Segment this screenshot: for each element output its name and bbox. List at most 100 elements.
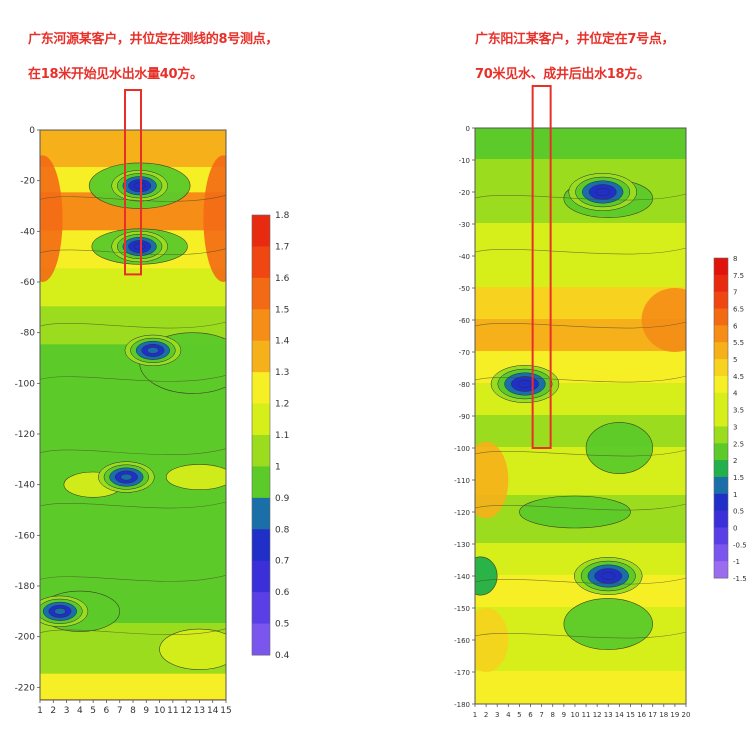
colorbar-tick-label: -0.5	[733, 541, 747, 549]
contour-region	[563, 598, 653, 650]
colorbar-segment	[714, 258, 728, 276]
colorbar-segment	[714, 392, 728, 411]
contour-band	[40, 130, 226, 169]
colorbar-segment	[252, 340, 270, 373]
contour-region	[165, 464, 226, 491]
x-tick-label: 2	[50, 706, 56, 716]
colorbar-frame	[251, 214, 271, 656]
contour-region	[159, 628, 226, 670]
anomaly-contour	[517, 380, 533, 388]
colorbar-segment	[714, 342, 728, 360]
x-tick-label: 1	[473, 711, 477, 719]
y-tick-label: -140	[454, 573, 470, 581]
contour-band	[475, 255, 686, 289]
anomaly-contour	[601, 572, 616, 580]
contour-line	[475, 375, 686, 383]
x-tick-label: 3	[64, 706, 70, 716]
x-tick-label: 12	[593, 711, 602, 719]
colorbar-tick-label: -1.5	[733, 575, 747, 583]
contour-line	[475, 631, 686, 639]
colorbar-tick-label: 4.5	[733, 373, 744, 381]
contour-band	[40, 673, 226, 700]
x-tick-label: 4	[77, 706, 83, 716]
y-tick-label: -100	[454, 445, 470, 453]
contour-band	[475, 128, 686, 161]
y-tick-label: -150	[454, 605, 470, 613]
colorbar-tick-label: 3	[733, 423, 737, 431]
x-tick-label: 20	[682, 711, 691, 719]
contour-band	[475, 415, 686, 449]
colorbar-tick-label: 1.8	[275, 211, 290, 221]
contour-line	[40, 575, 226, 582]
contour-band	[475, 639, 686, 673]
y-tick-label: -160	[15, 531, 36, 541]
x-tick-label: 5	[517, 711, 521, 719]
y-tick-label: -200	[15, 633, 36, 643]
colorbar-tick-label: 0.6	[275, 588, 290, 598]
heatmap-plot-area	[40, 130, 226, 700]
anomaly-contour	[595, 188, 610, 196]
colorbar-segment	[714, 409, 728, 427]
colorbar-segment	[714, 527, 728, 545]
x-tick-label: 11	[167, 706, 178, 716]
contour-band	[475, 671, 686, 704]
colorbar-segment	[714, 359, 728, 377]
contour-region	[40, 155, 63, 282]
colorbar-segment	[252, 435, 270, 467]
y-tick-label: 0	[29, 126, 35, 136]
y-tick-label: -120	[454, 509, 470, 517]
chart-panel-1: 0 -20 -40 -60 -80 -100 -120 -140 -160 -180 -200 -22…	[15, 89, 290, 716]
x-tick-label: 13	[604, 711, 613, 719]
x-tick-label: 17	[648, 711, 657, 719]
contour-line	[475, 577, 686, 585]
colorbar-tick-label: 6.5	[733, 306, 744, 314]
colorbar-segment	[252, 560, 270, 593]
well-location-marker	[124, 89, 142, 276]
x-tick-label: 4	[506, 711, 511, 719]
x-tick-label: 6	[528, 711, 533, 719]
y-tick-label: -40	[459, 253, 470, 261]
x-tick-label: 10	[154, 706, 166, 716]
contour-region	[641, 288, 686, 352]
x-tick-label: 10	[570, 711, 579, 719]
colorbar-tick-label: 1.1	[275, 431, 289, 441]
contour-region	[475, 556, 498, 596]
x-tick-label: 6	[104, 706, 110, 716]
colorbar-segment	[252, 309, 270, 342]
colorbar-segment	[714, 544, 728, 562]
colorbar-tick-label: 1	[275, 462, 281, 472]
y-tick-label: -80	[20, 329, 35, 339]
colorbar-tick-label: 1.6	[275, 274, 290, 284]
colorbar-tick-label: 1.7	[275, 242, 289, 252]
contour-region	[585, 422, 653, 474]
colorbar-tick-label: 4	[733, 390, 738, 398]
anomaly-contour	[147, 347, 159, 354]
colorbar-segment	[714, 274, 728, 293]
colorbar-tick-label: 7.5	[733, 272, 744, 280]
y-tick-label: -30	[459, 221, 470, 229]
colorbar-tick-label: 0.8	[275, 525, 290, 535]
colorbar-tick-label: 1.5	[275, 305, 289, 315]
colorbar-segment	[252, 466, 270, 499]
contour-band	[40, 382, 226, 461]
contour-line	[475, 503, 686, 511]
colorbar-segment	[252, 623, 270, 656]
y-tick-label: -50	[459, 285, 470, 293]
right-caption-line1: 广东阳江某客户，井位定在7号点，	[475, 32, 675, 47]
colorbar-segment	[714, 561, 728, 579]
colorbar-segment	[714, 443, 728, 461]
x-tick-label: 1	[37, 706, 43, 716]
y-tick-label: -110	[454, 477, 470, 485]
colorbar-segment	[252, 215, 270, 247]
contour-line	[40, 321, 226, 329]
y-tick-label: -60	[459, 317, 470, 325]
colorbar-tick-label: 0.9	[275, 494, 290, 504]
x-tick-label: 18	[659, 711, 668, 719]
y-tick-label: -100	[15, 379, 36, 389]
colorbar-segment	[252, 246, 270, 279]
anomaly-contour	[120, 473, 133, 481]
colorbar-segment	[252, 403, 270, 436]
colorbar-segment	[252, 529, 270, 562]
contour-region	[203, 155, 226, 282]
